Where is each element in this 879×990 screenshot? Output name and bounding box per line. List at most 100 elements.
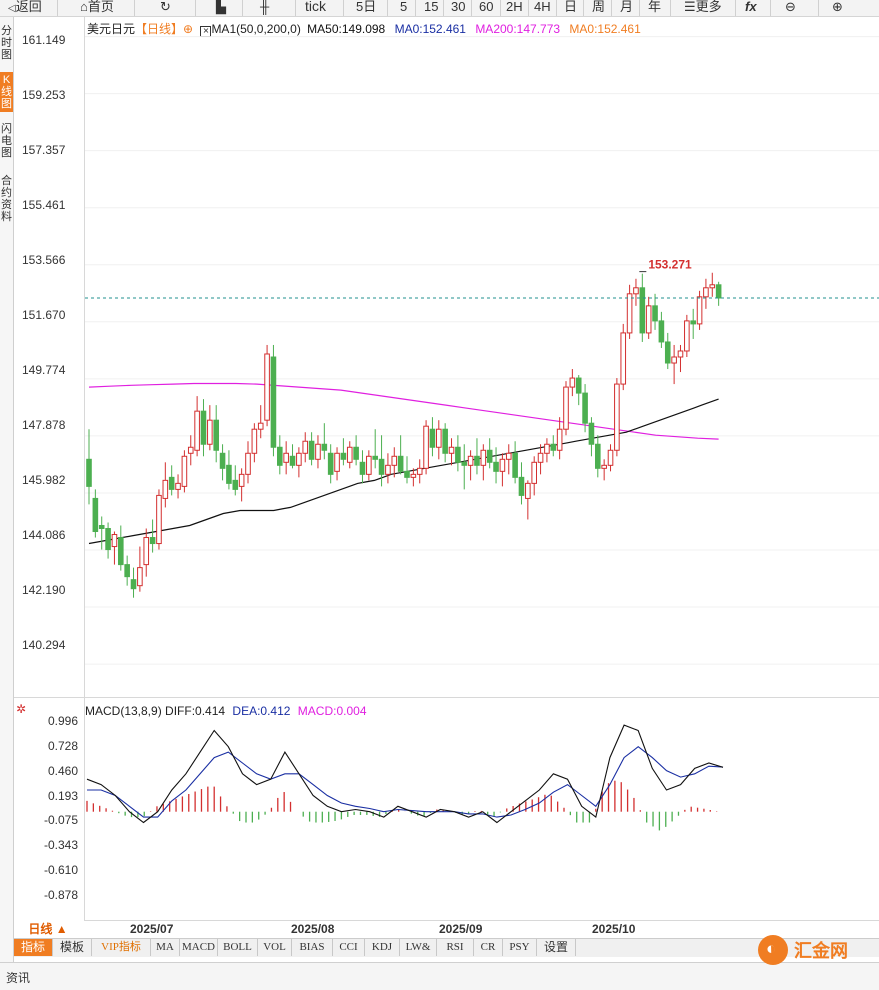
zoom-in-button[interactable]: ⊕ — [832, 0, 843, 16]
settings-icon[interactable]: ⊕ — [183, 22, 194, 36]
tab-rsi[interactable]: RSI — [437, 939, 474, 956]
candle-body — [550, 443, 557, 451]
candle — [397, 435, 404, 475]
candle-body — [633, 287, 639, 295]
macd-tick: -0.343 — [44, 838, 79, 852]
period-label: 【日线】 — [135, 22, 184, 36]
candle-body — [238, 473, 245, 487]
period-5m[interactable]: 5 — [400, 0, 408, 14]
candle-body — [677, 350, 684, 358]
home-button[interactable]: ⌂首页 — [80, 0, 114, 14]
candle-body — [86, 458, 92, 487]
candle-body — [118, 537, 124, 566]
period-day[interactable]: 日 — [564, 0, 578, 14]
candle — [480, 444, 487, 481]
tab-kdj[interactable]: KDJ — [365, 939, 400, 956]
candle-body — [143, 537, 150, 566]
tab-cci[interactable]: CCI — [333, 939, 365, 956]
candle-body — [162, 479, 169, 499]
price-tick: 153.566 — [22, 253, 66, 267]
indicator-tab-bar — [14, 938, 879, 957]
sidebar-item-flash[interactable]: 闪电图 — [1, 123, 12, 159]
period-5d[interactable]: 5日 — [356, 0, 377, 14]
candle — [442, 423, 448, 463]
candle — [448, 438, 455, 466]
candle-body — [187, 446, 194, 454]
period-60m[interactable]: 60 — [479, 0, 494, 14]
candle-body — [690, 320, 697, 325]
tab-template[interactable]: 模板 — [53, 939, 92, 956]
tab-boll[interactable]: BOLL — [218, 939, 258, 956]
candle — [614, 378, 620, 457]
candle-body — [664, 341, 671, 364]
candle — [391, 447, 398, 478]
back-button[interactable]: ◁返回 — [8, 0, 42, 14]
candle — [595, 435, 601, 478]
bar-chart-button[interactable]: ▙ — [216, 0, 226, 16]
price-chart[interactable]: 153.271 — [85, 17, 879, 697]
macd-tick: 0.728 — [48, 739, 79, 753]
tab-cr[interactable]: CR — [474, 939, 503, 956]
candle — [410, 468, 417, 487]
tab-lw[interactable]: LW& — [400, 939, 437, 956]
period-2h[interactable]: 2H — [506, 0, 523, 14]
tick-button[interactable]: tick — [305, 0, 326, 14]
ma200-line — [88, 382, 719, 440]
formula-button[interactable]: fx — [745, 0, 757, 14]
period-selector-button[interactable]: 日线 ▲ — [14, 921, 82, 938]
period-year[interactable]: 年 — [648, 0, 662, 14]
period-week[interactable]: 周 — [592, 0, 606, 14]
candle-body — [340, 452, 347, 460]
zoom-out-button[interactable]: ⊖ — [785, 0, 796, 16]
candle-body — [270, 356, 277, 448]
tab-vol[interactable]: VOL — [258, 939, 292, 956]
sidebar-item-contract[interactable]: 合约资料 — [1, 175, 12, 223]
candle — [302, 432, 309, 463]
news-link[interactable]: 资讯 — [6, 971, 31, 985]
candle-body — [575, 377, 582, 394]
refresh-button[interactable]: ↻ — [160, 0, 171, 16]
candle — [652, 293, 658, 330]
more-button[interactable]: ☰更多 — [684, 0, 722, 14]
period-30m[interactable]: 30 — [451, 0, 466, 14]
macd-settings-icon[interactable]: ✲ — [16, 702, 27, 716]
candle — [556, 417, 563, 460]
candle-body — [264, 353, 270, 421]
candle-body — [181, 455, 188, 487]
sidebar-item-timeshare[interactable]: 分时图 — [1, 25, 12, 61]
candle-body — [98, 524, 105, 530]
candle — [118, 525, 124, 571]
candle — [143, 528, 150, 577]
tab-bias[interactable]: BIAS — [292, 939, 333, 956]
candle-body — [505, 452, 512, 460]
period-15m[interactable]: 15 — [424, 0, 439, 14]
sidebar-item-kline[interactable]: K线图 — [0, 72, 13, 112]
candle-body — [544, 443, 550, 454]
candle — [111, 531, 118, 565]
tab-vip[interactable]: VIP指标 — [92, 939, 151, 956]
chart-legend: 美元日元【日线】⊕ ⨯ MA1(50,0,200,0) MA50:149.098 … — [87, 20, 641, 37]
candle — [308, 432, 315, 466]
tab-macd[interactable]: MACD — [180, 939, 218, 956]
candle-body — [213, 419, 219, 451]
period-4h[interactable]: 4H — [534, 0, 551, 14]
candle-body — [149, 537, 156, 545]
period-month[interactable]: 月 — [620, 0, 634, 14]
tab-psy[interactable]: PSY — [503, 939, 537, 956]
candle-body — [658, 320, 665, 343]
candle-body — [346, 446, 353, 463]
candle-body — [156, 494, 162, 545]
candle-body — [556, 428, 563, 451]
tab-ma[interactable]: MA — [151, 939, 180, 956]
candle — [346, 441, 353, 469]
candlestick-button[interactable]: ╫ — [260, 0, 269, 16]
candle-body — [537, 452, 544, 463]
macd-chart[interactable] — [85, 698, 879, 920]
candle — [321, 423, 328, 460]
macd-value: MACD:0.004 — [297, 704, 367, 718]
back-icon: ◁ — [8, 3, 16, 14]
tab-settings[interactable]: 设置 — [537, 939, 576, 956]
price-tick: 147.878 — [22, 418, 66, 432]
candle-body — [296, 452, 302, 466]
tab-indicator[interactable]: 指标 — [14, 939, 53, 956]
